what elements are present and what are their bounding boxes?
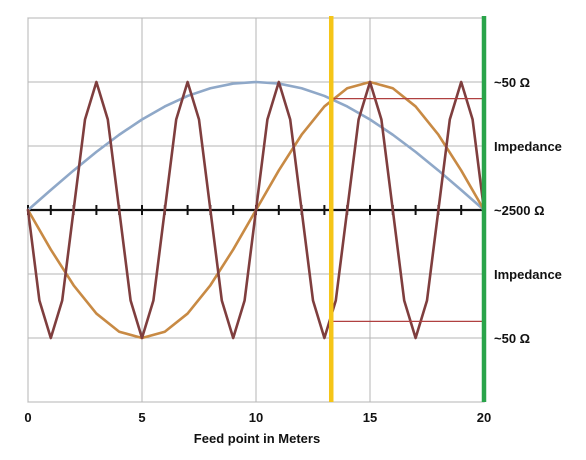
series-group	[26, 80, 486, 340]
vertical-markers	[328, 16, 487, 402]
impedance-annotation: Impedance	[494, 139, 562, 154]
labels: 0 5 10 15 20 Feed point in Meters ~50 Ω Impedan…	[24, 75, 562, 446]
impedance-annotation: ~2500 Ω	[494, 203, 545, 218]
x-tick-label: 15	[363, 410, 377, 425]
impedance-annotation: ~50 Ω	[494, 331, 530, 346]
x-tick-label: 10	[249, 410, 263, 425]
x-tick-label: 5	[138, 410, 145, 425]
impedance-annotation: Impedance	[494, 267, 562, 282]
marker-segments	[331, 98, 484, 322]
x-tick-label: 0	[24, 410, 31, 425]
impedance-annotation: ~50 Ω	[494, 75, 530, 90]
series-line-1	[26, 80, 486, 212]
series-line-3	[26, 80, 486, 340]
x-tick-label: 20	[477, 410, 491, 425]
x-axis-label: Feed point in Meters	[194, 431, 320, 446]
